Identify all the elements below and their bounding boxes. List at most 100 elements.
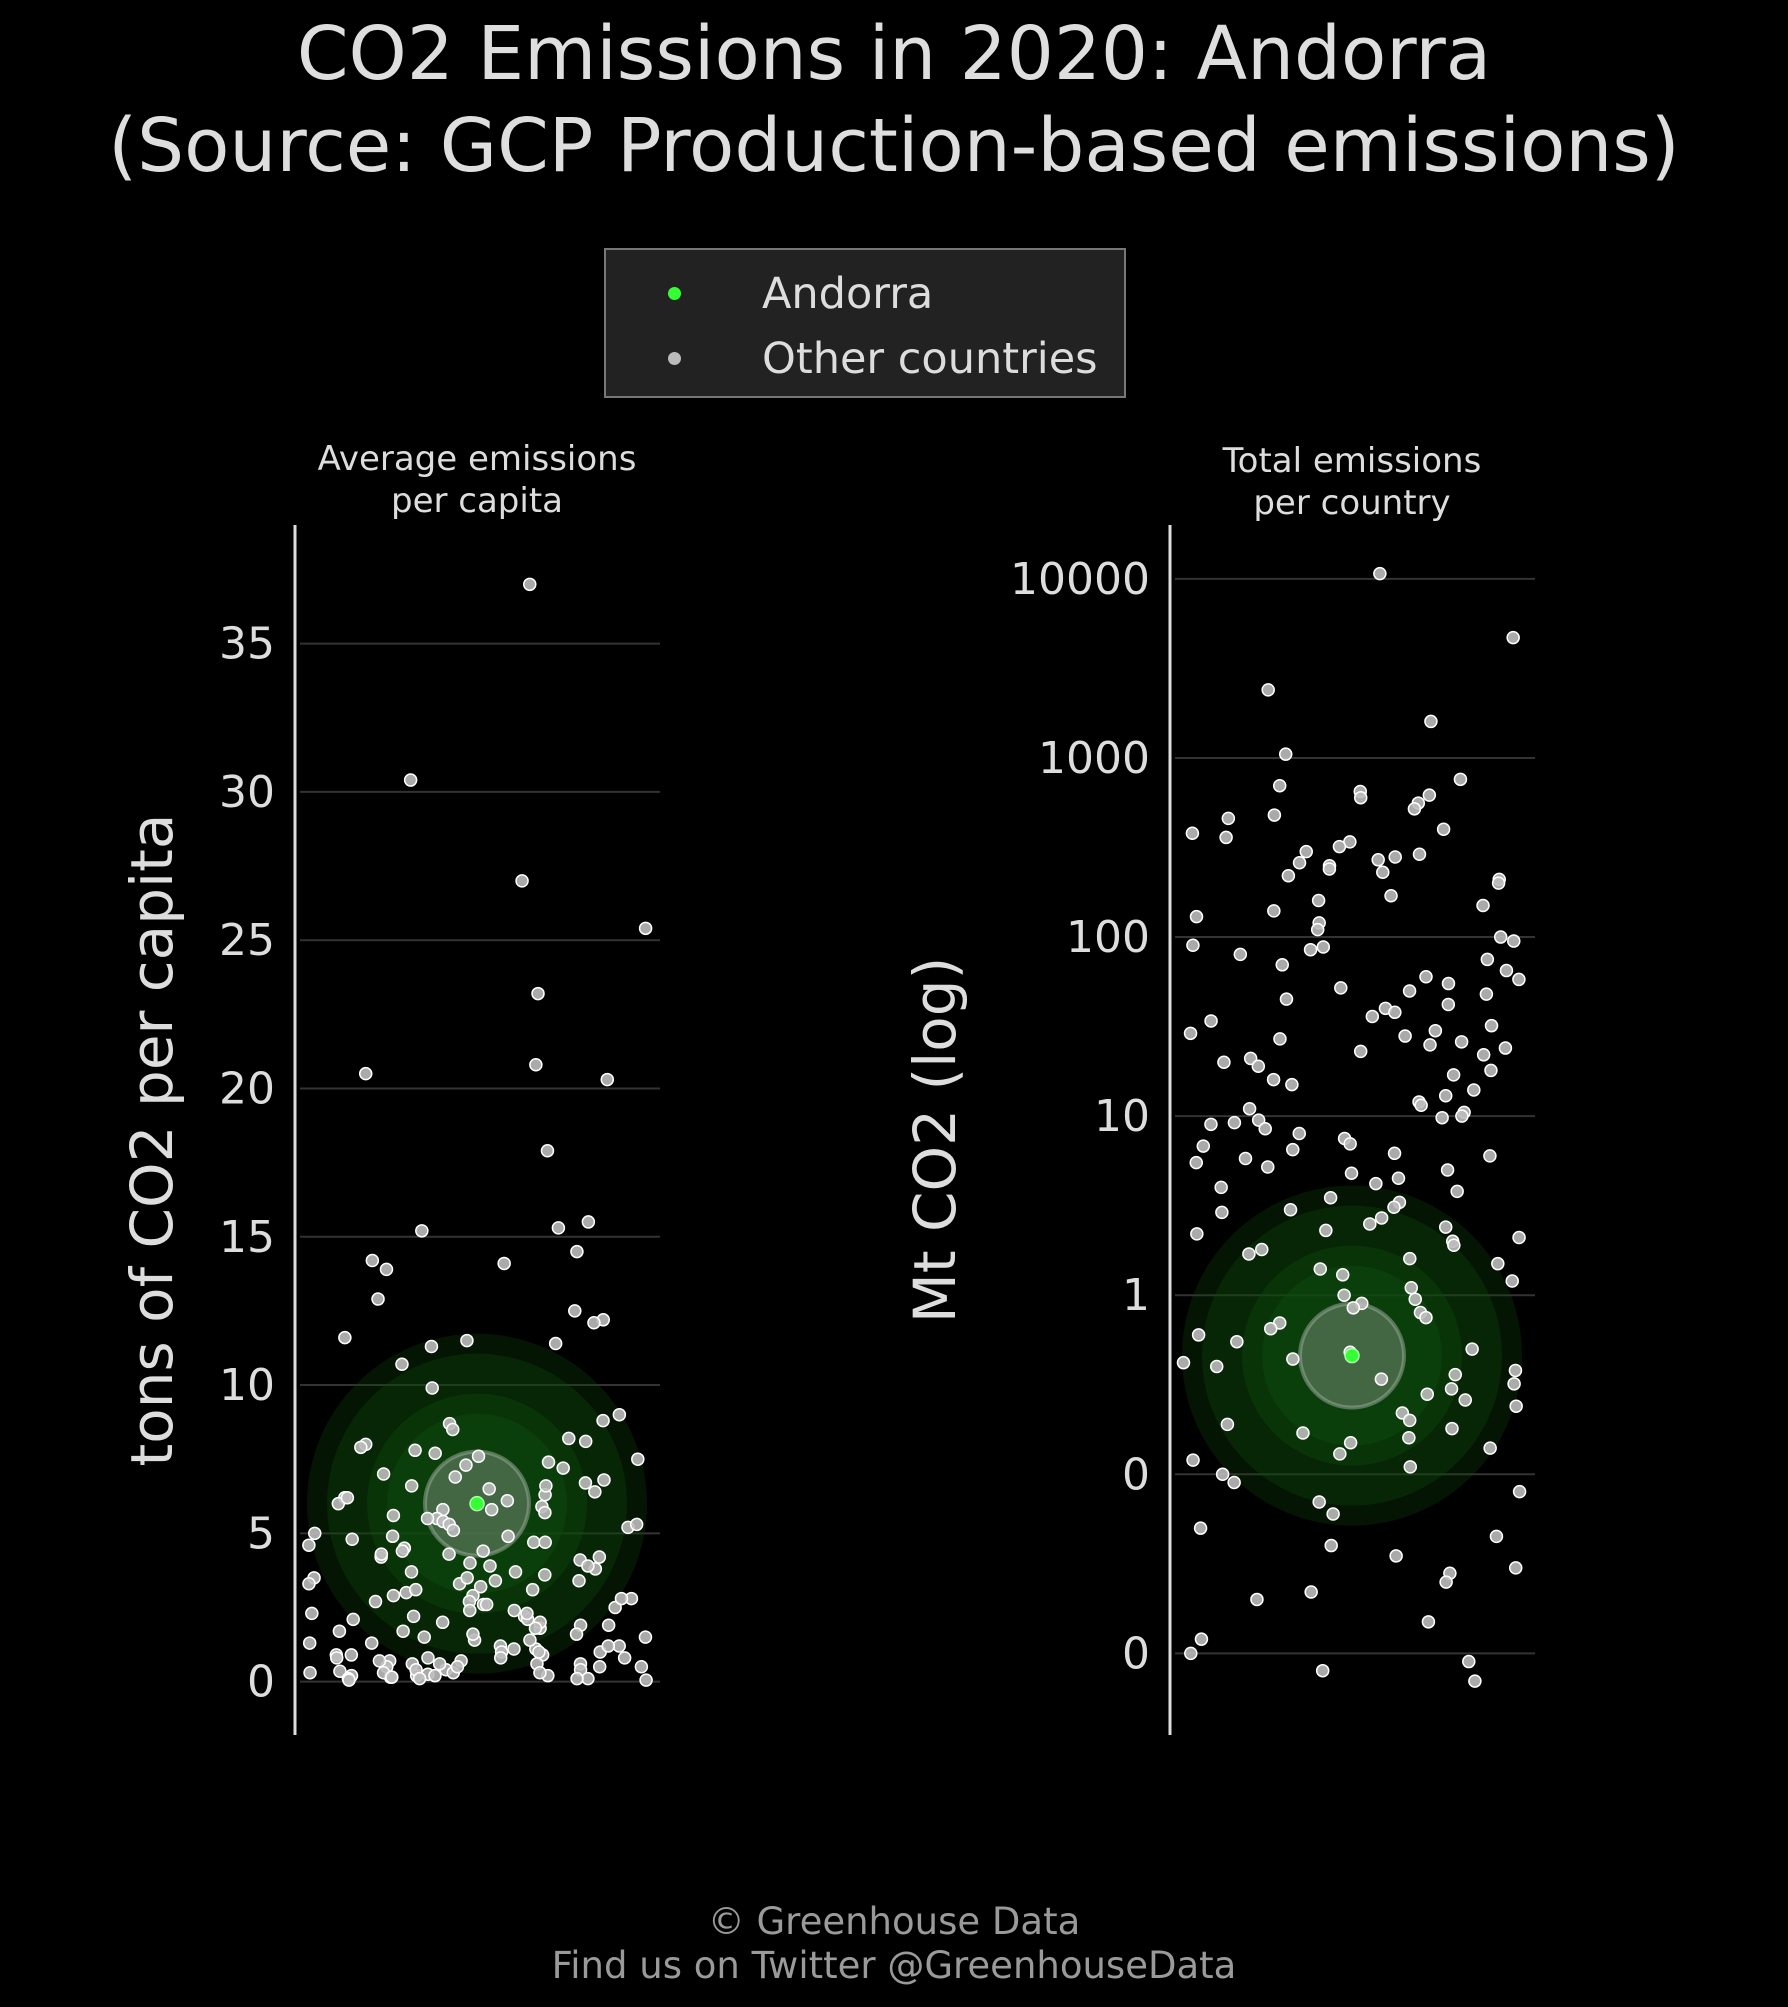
legend-label-andorra: Andorra — [762, 269, 934, 319]
point-other-country — [374, 1547, 389, 1561]
point-other-country — [1263, 1321, 1278, 1336]
point-other-country — [1335, 1268, 1350, 1282]
point-other-country — [484, 1502, 499, 1517]
point-other-country — [601, 1618, 616, 1633]
point-other-country — [395, 1544, 410, 1558]
point-other-country — [1266, 1072, 1281, 1087]
footer-twitter: Find us on Twitter @GreenhouseData — [551, 1944, 1237, 1987]
point-other-country — [631, 1452, 645, 1466]
y-tick-label: 0 — [1122, 1628, 1150, 1679]
point-other-country — [597, 1473, 611, 1487]
point-other-country — [1420, 1387, 1434, 1401]
point-other-country — [1312, 1495, 1326, 1509]
point-other-country — [528, 1621, 543, 1635]
point-other-country — [345, 1532, 359, 1547]
y-tick-label: 1000 — [1038, 733, 1150, 784]
point-other-country — [1454, 1035, 1469, 1049]
point-other-country — [1453, 772, 1468, 787]
panel-title-line1: Total emissions — [1222, 441, 1482, 481]
point-other-country — [354, 1440, 368, 1455]
point-other-country — [1476, 898, 1490, 913]
point-other-country — [1447, 1238, 1461, 1253]
footer: © Greenhouse Data Find us on Twitter @Gr… — [0, 1900, 1788, 1988]
point-other-country — [1250, 1592, 1264, 1607]
point-other-country — [539, 1479, 553, 1493]
point-other-country — [1480, 952, 1495, 967]
point-other-country — [421, 1651, 435, 1665]
footer-copyright: © Greenhouse Data — [707, 1900, 1081, 1943]
legend-item-andorra: Andorra — [606, 264, 1124, 324]
point-other-country — [1376, 865, 1390, 880]
point-other-country — [1369, 1176, 1383, 1191]
point-other-country — [346, 1612, 360, 1627]
point-other-country — [1258, 1122, 1272, 1136]
point-other-country — [1333, 1447, 1347, 1461]
point-other-country — [1313, 1262, 1328, 1276]
point-other-country — [1439, 1575, 1453, 1589]
point-other-country — [408, 1443, 422, 1458]
point-other-country — [1227, 1115, 1242, 1130]
point-other-country — [1194, 1632, 1209, 1646]
point-other-country — [500, 1493, 515, 1508]
point-other-country — [432, 1657, 447, 1671]
point-other-country — [1498, 1041, 1513, 1055]
y-tick-label: 20 — [219, 1063, 275, 1114]
point-other-country — [460, 1571, 474, 1585]
point-other-country — [1186, 1453, 1200, 1467]
point-other-country — [1279, 992, 1294, 1006]
panel-title-line2: per country — [1253, 483, 1450, 523]
point-other-country — [446, 1523, 461, 1538]
point-other-country — [1242, 1247, 1256, 1261]
point-other-country — [338, 1330, 352, 1345]
point-other-country — [1322, 862, 1337, 876]
point-other-country — [386, 1588, 401, 1603]
point-other-country — [403, 773, 418, 787]
point-other-country — [1190, 1227, 1204, 1241]
point-other-country — [1402, 984, 1417, 998]
point-other-country — [1484, 1063, 1498, 1078]
point-other-country — [1334, 981, 1348, 995]
point-other-country — [448, 1470, 462, 1484]
point-other-country — [428, 1446, 442, 1461]
point-other-country — [1407, 802, 1422, 816]
point-other-country — [1273, 1032, 1287, 1046]
point-other-country — [1445, 1421, 1459, 1436]
point-other-country — [466, 1627, 480, 1641]
point-other-country — [1505, 1274, 1519, 1288]
point-other-country — [548, 1336, 563, 1351]
point-other-country — [385, 1529, 400, 1544]
point-other-country — [1421, 1615, 1436, 1629]
point-other-country — [368, 1594, 383, 1609]
panel-title-line1: Average emissions — [318, 439, 637, 479]
point-other-country — [556, 1461, 570, 1475]
point-other-country — [497, 1256, 511, 1271]
point-other-country — [1444, 1382, 1459, 1396]
point-other-country — [445, 1422, 460, 1437]
point-other-country — [1365, 1009, 1380, 1024]
point-other-country — [1204, 1117, 1218, 1132]
chart-title: CO2 Emissions in 2020: Andorra (Source: … — [0, 8, 1788, 192]
point-other-country — [1419, 970, 1433, 984]
point-other-country — [1402, 1413, 1417, 1428]
point-other-country — [1389, 1549, 1403, 1563]
point-other-country — [601, 1639, 616, 1653]
point-other-country — [365, 1253, 380, 1268]
point-other-country — [364, 1636, 379, 1650]
point-other-country — [569, 1627, 584, 1641]
point-other-country — [587, 1316, 601, 1330]
y-tick-label: 5 — [247, 1508, 275, 1559]
point-other-country — [1332, 839, 1347, 854]
point-other-country — [1422, 788, 1437, 802]
point-other-country — [1185, 826, 1200, 840]
point-other-country — [515, 874, 529, 888]
point-other-country — [379, 1262, 394, 1277]
point-other-country — [404, 1479, 419, 1493]
point-other-country — [1292, 1126, 1307, 1141]
point-other-country — [417, 1630, 431, 1644]
point-other-country — [1468, 1674, 1482, 1688]
point-other-country — [1412, 847, 1427, 862]
point-other-country — [1233, 947, 1248, 962]
point-other-country — [507, 1603, 521, 1618]
point-other-country — [412, 1671, 427, 1686]
point-other-country — [329, 1651, 344, 1665]
